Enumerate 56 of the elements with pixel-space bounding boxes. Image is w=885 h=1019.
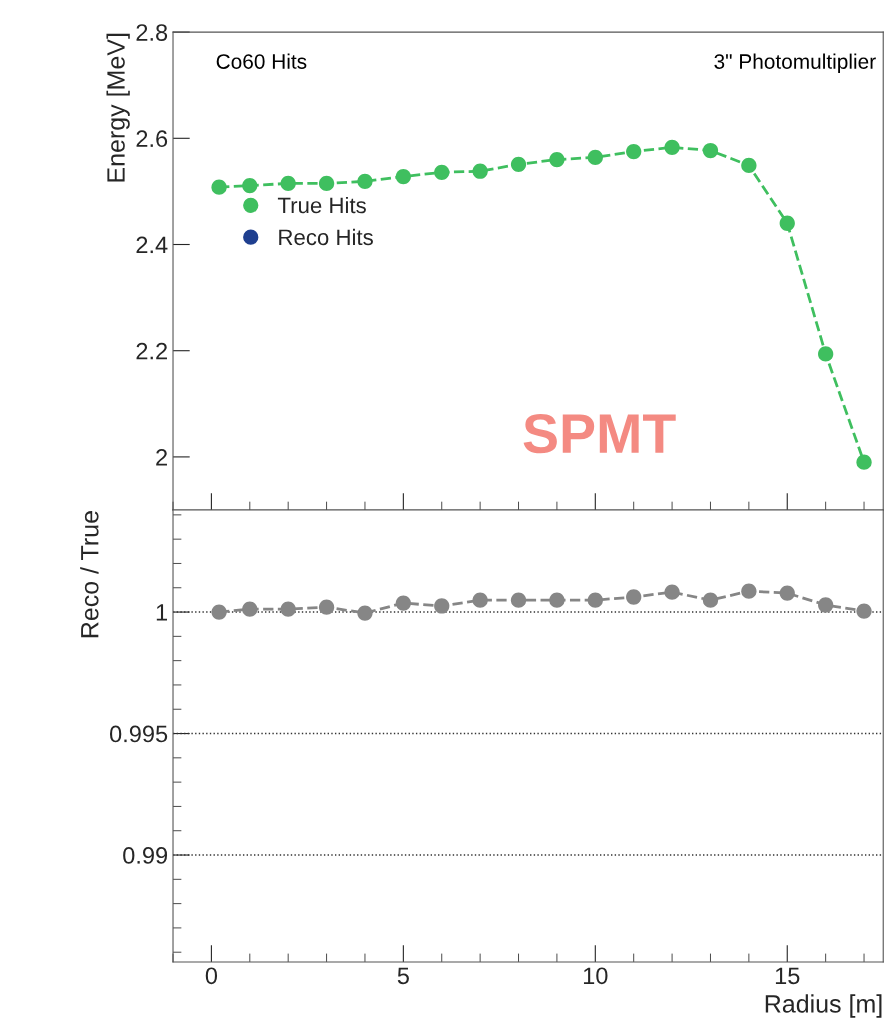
point [434, 164, 450, 180]
point [741, 157, 757, 174]
point [395, 595, 411, 611]
x-tick-label: 5 [397, 967, 409, 985]
point [434, 598, 450, 614]
y-tick-label: 2.6 [136, 130, 168, 148]
point [242, 601, 258, 617]
point [472, 592, 488, 608]
y-tick-label: 2.2 [136, 342, 167, 360]
point [510, 592, 527, 608]
point [779, 585, 795, 601]
x-tick-label: 10 [583, 967, 608, 985]
point [242, 177, 258, 194]
legend-label: True Hits [277, 196, 366, 214]
point [472, 163, 488, 179]
x-tick-label: 0 [205, 967, 218, 985]
annotation: Co60 Hits [216, 53, 307, 69]
point [664, 584, 680, 600]
point [856, 454, 872, 470]
point [510, 156, 527, 172]
y-tick-label: 0.99 [123, 847, 168, 864]
point [587, 149, 603, 166]
legend-label: Reco Hits [279, 228, 373, 246]
point [856, 603, 872, 619]
point [357, 605, 373, 621]
point [664, 139, 680, 155]
point [741, 583, 757, 599]
y-tick-label: 2.8 [136, 24, 168, 41]
point [702, 142, 719, 159]
point [211, 179, 227, 195]
annotation: 3" Photomultiplier [714, 53, 876, 74]
y-tick-label: 2 [156, 448, 167, 466]
x-axis-title: Radius [m] [765, 994, 882, 1018]
y-axis-title: Reco / True [80, 511, 99, 638]
point [818, 346, 834, 362]
point [280, 601, 296, 617]
annotation: SPMT [523, 413, 676, 454]
point [626, 143, 642, 160]
point [549, 151, 565, 168]
point [211, 604, 227, 620]
x-tick-label: 15 [775, 967, 800, 985]
point [818, 597, 834, 613]
point [702, 592, 719, 608]
y-tick-label: 1 [156, 604, 168, 621]
point [357, 173, 373, 189]
y-axis-title: Energy [MeV] [106, 33, 130, 182]
point [779, 215, 795, 231]
point [549, 592, 565, 608]
point [318, 599, 335, 615]
point [626, 589, 642, 605]
point [395, 168, 411, 185]
point [318, 175, 335, 192]
point [587, 592, 603, 608]
y-tick-label: 2.4 [136, 236, 168, 254]
point [280, 175, 296, 192]
y-tick-label: 0.995 [110, 725, 168, 743]
